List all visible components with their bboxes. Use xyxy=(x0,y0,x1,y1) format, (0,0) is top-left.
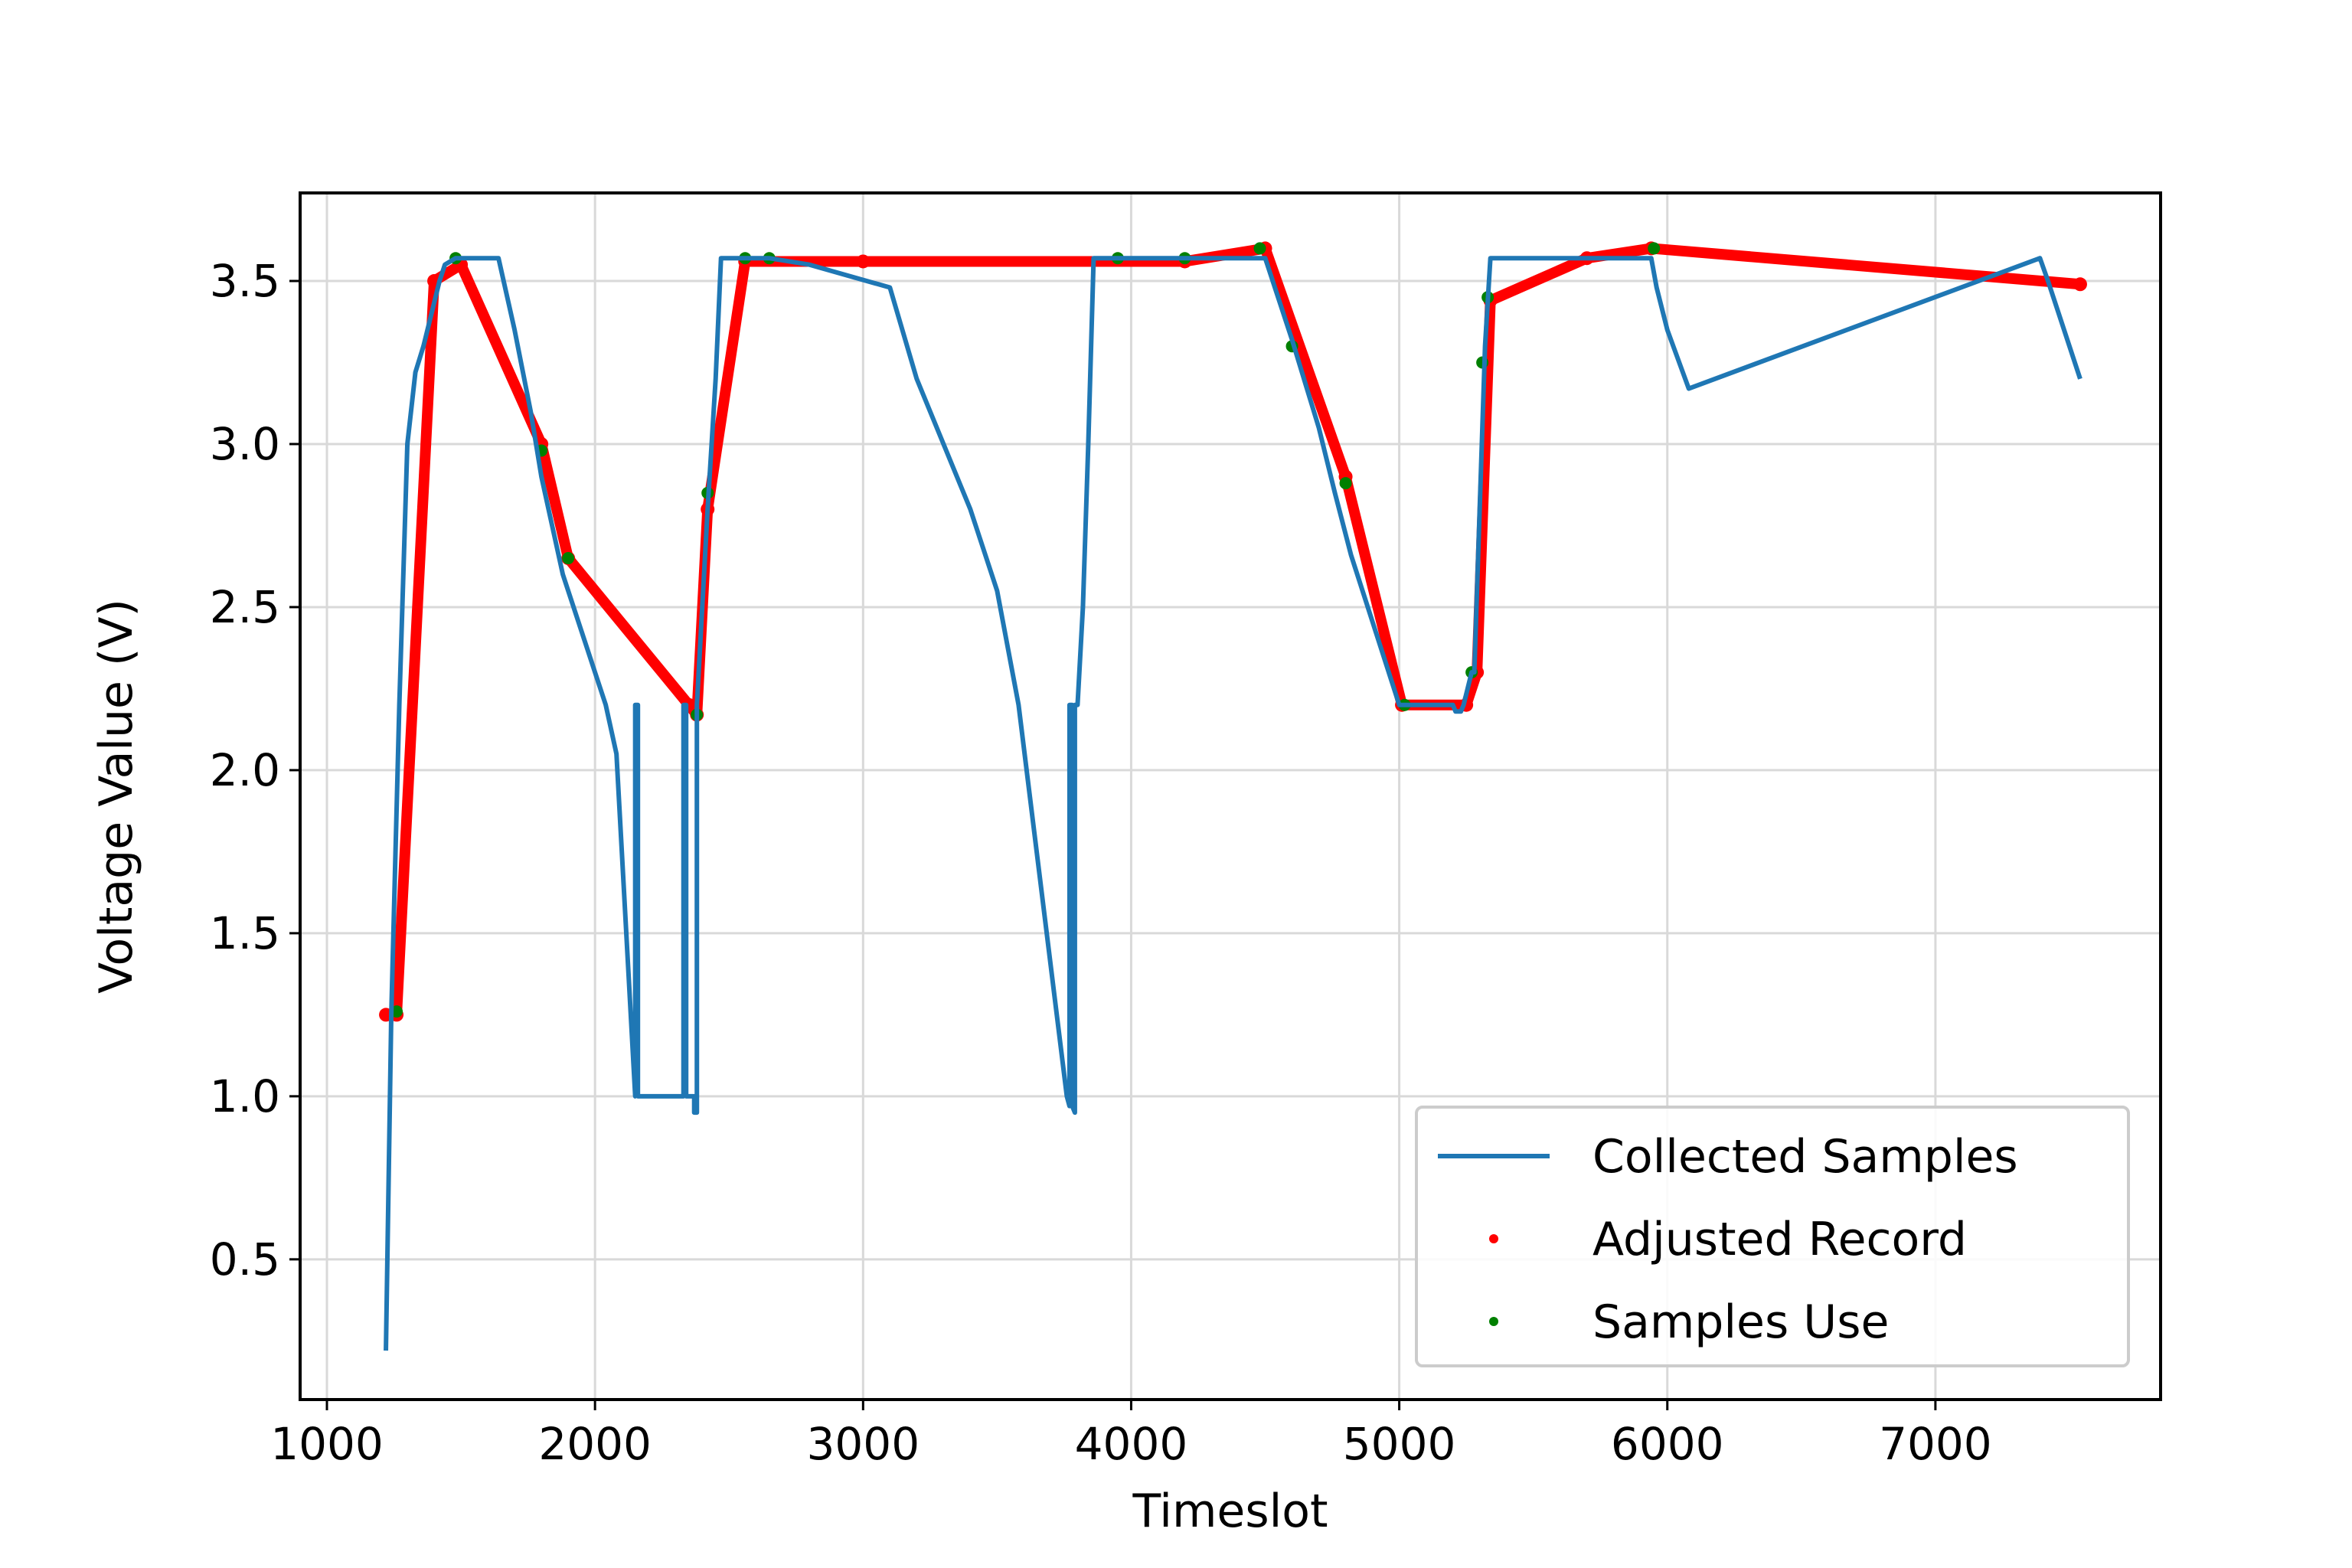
x-tick-label-0: 1000 xyxy=(270,1418,384,1470)
x-tick-label-1: 2000 xyxy=(538,1418,652,1470)
legend-label-samples-use: Samples Use xyxy=(1592,1295,1889,1349)
plot-frame xyxy=(299,191,2162,1401)
x-tick-label-4: 5000 xyxy=(1343,1418,1456,1470)
x-tick-label-3: 4000 xyxy=(1075,1418,1188,1470)
y-tick-label-2: 1.5 xyxy=(210,907,280,959)
y-axis-ticks: 0.5 1.0 1.5 2.0 2.5 3.0 3.5 xyxy=(210,255,300,1285)
x-axis-label: Timeslot xyxy=(1132,1485,1328,1538)
y-tick-label-0: 0.5 xyxy=(210,1233,280,1285)
y-tick-label-5: 3.0 xyxy=(210,418,280,470)
legend-box xyxy=(1415,1106,2130,1367)
y-axis-label: Voltage Value (V) xyxy=(90,599,143,994)
x-tick-label-6: 7000 xyxy=(1879,1418,1992,1470)
x-tick-label-5: 6000 xyxy=(1611,1418,1724,1470)
y-tick-label-6: 3.5 xyxy=(210,255,280,307)
legend-marker-samples-use xyxy=(1489,1317,1498,1326)
legend: Collected Samples Adjusted Record Sample… xyxy=(1415,1106,2130,1367)
samples-use-point xyxy=(1253,242,1266,255)
x-axis-ticks: 1000 2000 3000 4000 5000 6000 7000 xyxy=(270,1400,1992,1470)
samples-use-point xyxy=(1648,242,1661,255)
legend-marker-adjusted xyxy=(1489,1234,1498,1243)
adjusted-record-point xyxy=(856,254,871,269)
samples-use-point xyxy=(1339,477,1352,490)
adjusted-record-point xyxy=(2073,277,2087,292)
samples-use-point xyxy=(562,552,575,565)
y-tick-label-1: 1.0 xyxy=(210,1070,280,1122)
legend-label-collected: Collected Samples xyxy=(1592,1130,2018,1184)
collected-samples-line xyxy=(384,256,2082,1351)
collected-samples-series xyxy=(384,256,2082,1351)
legend-label-adjusted: Adjusted Record xyxy=(1592,1213,1967,1266)
y-tick-label-4: 2.5 xyxy=(210,581,280,633)
y-tick-label-3: 2.0 xyxy=(210,744,280,796)
x-tick-label-2: 3000 xyxy=(806,1418,920,1470)
